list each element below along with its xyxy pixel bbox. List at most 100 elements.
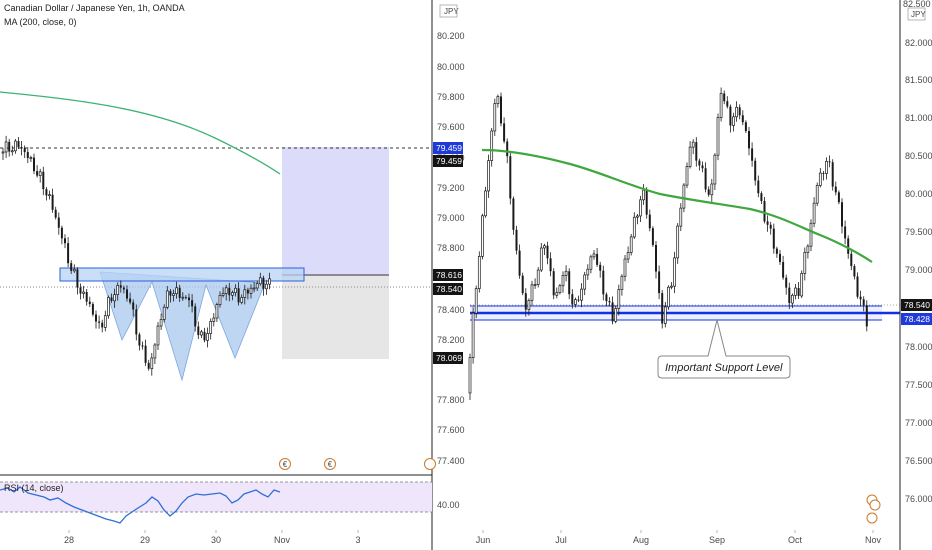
price-label: 80.000: [905, 189, 932, 199]
date-label: 28: [64, 535, 74, 545]
candle: [838, 192, 840, 202]
candle: [259, 278, 261, 284]
candle: [472, 313, 474, 357]
candle: [24, 148, 26, 152]
candle: [853, 266, 855, 276]
candle: [500, 96, 502, 123]
price-label: 76.000: [905, 494, 932, 504]
date-label: 29: [140, 535, 150, 545]
candle: [816, 185, 818, 203]
date-label: 30: [211, 535, 221, 545]
candle: [795, 288, 797, 295]
candle: [847, 238, 849, 253]
event-icon[interactable]: €: [280, 459, 291, 470]
candle: [188, 297, 190, 300]
candle: [726, 101, 728, 106]
candle: [485, 191, 487, 216]
candle: [714, 155, 716, 184]
candle: [503, 123, 505, 141]
candle: [723, 93, 725, 101]
candle: [132, 302, 134, 309]
right-price-axis[interactable]: 82.500 JPY 82.000 81.500 81.000 80.500 8…: [901, 0, 932, 504]
date-label: Nov: [865, 535, 882, 545]
candle: [742, 115, 744, 122]
candle: [630, 237, 632, 253]
candle: [2, 152, 4, 153]
candle: [528, 300, 530, 309]
candle: [123, 288, 125, 290]
candle: [228, 288, 230, 295]
candle: [151, 358, 153, 369]
candle: [101, 323, 103, 328]
candle: [636, 216, 638, 217]
candle: [534, 284, 536, 285]
candle: [519, 251, 521, 276]
rsi-band: [0, 482, 432, 512]
candle: [166, 291, 168, 307]
candle: [497, 96, 499, 103]
candle: [667, 287, 669, 307]
price-label: 79.500: [905, 227, 932, 237]
price-label: 79.800: [437, 92, 465, 102]
candle: [850, 254, 852, 266]
candle: [67, 243, 69, 263]
candle: [92, 304, 94, 314]
event-icon[interactable]: €: [325, 459, 336, 470]
neckline-box: [60, 268, 304, 281]
candle: [95, 315, 97, 322]
candle: [114, 295, 116, 301]
candle: [562, 275, 564, 285]
candle: [739, 107, 741, 115]
candle: [798, 288, 800, 296]
candle: [210, 321, 212, 333]
candle: [791, 295, 793, 303]
candle: [488, 161, 490, 191]
candle: [819, 173, 821, 185]
candle: [185, 297, 187, 298]
candle: [86, 292, 88, 302]
date-ticks: [483, 530, 873, 533]
candle: [618, 290, 620, 309]
candle: [269, 279, 271, 284]
candle: [76, 269, 78, 287]
candle: [120, 285, 122, 287]
candle: [866, 305, 868, 326]
price-label: 80.200: [437, 31, 465, 41]
candle: [107, 297, 109, 315]
candle: [61, 228, 63, 239]
candle: [21, 147, 23, 148]
candle: [584, 275, 586, 289]
candle: [556, 293, 558, 296]
candle: [176, 288, 178, 294]
candle: [655, 245, 657, 272]
candle: [191, 300, 193, 306]
candle: [241, 297, 243, 302]
candle: [179, 288, 181, 298]
candle: [525, 293, 527, 309]
candle: [733, 117, 735, 126]
candle: [760, 193, 762, 201]
candle: [200, 332, 202, 335]
candle: [829, 161, 831, 162]
candle: [640, 200, 642, 216]
candle: [73, 269, 75, 271]
rsi-scale-label: 40.00: [437, 500, 460, 510]
candle: [680, 208, 682, 226]
event-icon[interactable]: [867, 495, 880, 523]
date-label: Sep: [709, 535, 725, 545]
event-icon[interactable]: [425, 459, 436, 470]
candle: [683, 185, 685, 208]
right-panel[interactable]: Important Support Level Jun Jul Aug Sep …: [469, 0, 932, 550]
candle: [207, 334, 209, 341]
candle: [764, 201, 766, 221]
candle: [204, 332, 206, 341]
left-panel[interactable]: Canadian Dollar / Japanese Yen, 1h, OAND…: [0, 0, 465, 550]
candle: [826, 161, 828, 173]
candle: [553, 271, 555, 295]
candle: [788, 288, 790, 303]
left-price-axis[interactable]: JPY 80.200 80.000 79.800 79.600 79.400 7…: [433, 5, 465, 510]
candle: [574, 300, 576, 305]
candle: [646, 190, 648, 214]
candle: [104, 316, 106, 328]
